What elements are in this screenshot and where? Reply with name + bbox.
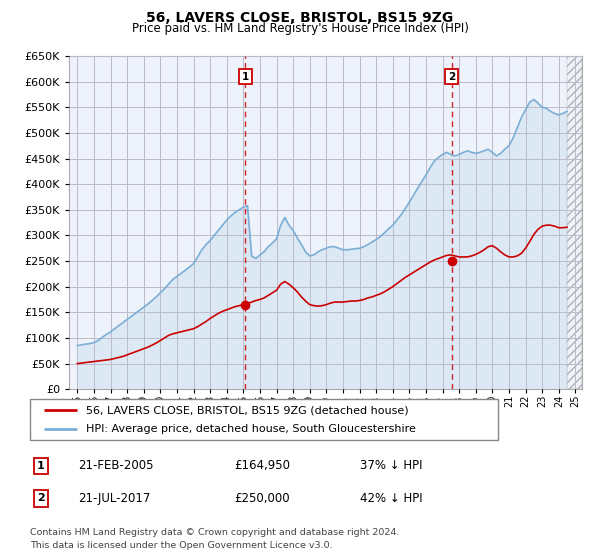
Text: 37% ↓ HPI: 37% ↓ HPI bbox=[360, 459, 422, 473]
Text: Price paid vs. HM Land Registry's House Price Index (HPI): Price paid vs. HM Land Registry's House … bbox=[131, 22, 469, 35]
Text: Contains HM Land Registry data © Crown copyright and database right 2024.: Contains HM Land Registry data © Crown c… bbox=[30, 528, 400, 536]
Text: £164,950: £164,950 bbox=[234, 459, 290, 473]
Text: 21-FEB-2005: 21-FEB-2005 bbox=[78, 459, 154, 473]
Text: 1: 1 bbox=[37, 461, 44, 471]
Text: 56, LAVERS CLOSE, BRISTOL, BS15 9ZG (detached house): 56, LAVERS CLOSE, BRISTOL, BS15 9ZG (det… bbox=[86, 405, 409, 415]
FancyBboxPatch shape bbox=[30, 399, 498, 440]
Text: £250,000: £250,000 bbox=[234, 492, 290, 505]
Text: 2: 2 bbox=[37, 493, 44, 503]
Text: 2: 2 bbox=[448, 72, 455, 82]
Text: This data is licensed under the Open Government Licence v3.0.: This data is licensed under the Open Gov… bbox=[30, 541, 332, 550]
Text: 56, LAVERS CLOSE, BRISTOL, BS15 9ZG: 56, LAVERS CLOSE, BRISTOL, BS15 9ZG bbox=[146, 11, 454, 25]
Text: 1: 1 bbox=[242, 72, 249, 82]
Text: 21-JUL-2017: 21-JUL-2017 bbox=[78, 492, 151, 505]
Text: 42% ↓ HPI: 42% ↓ HPI bbox=[360, 492, 422, 505]
Text: HPI: Average price, detached house, South Gloucestershire: HPI: Average price, detached house, Sout… bbox=[86, 424, 416, 433]
